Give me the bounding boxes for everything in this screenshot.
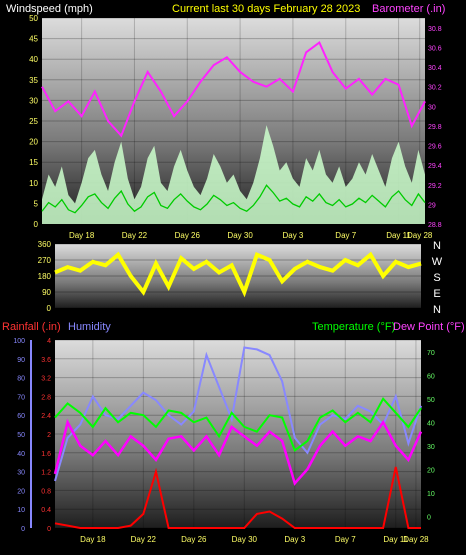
- rainfall-line: [54, 466, 421, 529]
- temperature-label: Temperature (°F): [312, 321, 395, 333]
- wind-x-tick-label: Day 28: [407, 231, 433, 240]
- wind-average-line: [41, 184, 426, 214]
- rain-tick-label: 0: [47, 526, 51, 533]
- barometer-tick-label: 30.2: [428, 85, 442, 92]
- temp-x-tick-label: Day 22: [131, 535, 157, 544]
- humidity-tick-label: 80: [17, 376, 25, 383]
- humidity-tick-label: 60: [17, 413, 25, 420]
- barometer-tick-label: 30.4: [428, 65, 442, 72]
- temperature-line: [54, 397, 422, 453]
- compass-letter: W: [432, 256, 443, 268]
- rain-tick-label: 1.2: [41, 470, 51, 477]
- compass-letter: E: [433, 288, 440, 300]
- wind-tick-label: 10: [29, 179, 38, 188]
- temperature-tick-label: 40: [427, 420, 435, 427]
- barometer-tick-label: 29: [428, 202, 436, 209]
- barometer-tick-label: 29.6: [428, 144, 442, 151]
- wind-tick-label: 35: [29, 76, 38, 85]
- temperature-tick-label: 70: [427, 350, 435, 357]
- wind-x-tick-label: Day 30: [227, 231, 253, 240]
- direction-line: [54, 251, 422, 298]
- temp-x-tick-label: Day 11: [383, 535, 408, 544]
- chart-marks: [41, 40, 426, 529]
- humidity-tick-label: 0: [21, 526, 25, 533]
- humidity-tick-label: 70: [17, 394, 25, 401]
- axis-labels: 0510152025303540455028.82929.229.429.629…: [13, 14, 442, 544]
- humidity-tick-label: 100: [13, 338, 25, 345]
- humidity-label: Humidity: [68, 321, 111, 333]
- wind-x-tick-label: Day 7: [335, 231, 356, 240]
- humidity-tick-label: 50: [17, 432, 25, 439]
- wind-tick-label: 50: [29, 14, 38, 23]
- wind-tick-label: 30: [29, 96, 38, 105]
- barometer-tick-label: 30: [428, 104, 436, 111]
- direction-tick-label: 0: [47, 304, 52, 313]
- wind-tick-label: 20: [29, 138, 38, 147]
- rain-tick-label: 2.8: [41, 394, 51, 401]
- wind-x-tick-label: Day 3: [282, 231, 303, 240]
- temperature-tick-label: 60: [427, 373, 435, 380]
- barometer-tick-label: 29.8: [428, 124, 442, 131]
- wind-x-tick-label: Day 11: [386, 231, 411, 240]
- temp-x-tick-label: Day 28: [403, 535, 429, 544]
- chart-title: Current last 30 days February 28 2023: [172, 3, 360, 15]
- rain-tick-label: 2: [47, 432, 51, 439]
- direction-tick-label: 360: [38, 240, 52, 249]
- rainfall-label: Rainfall (.in): [2, 321, 61, 333]
- rain-tick-label: 3.6: [41, 357, 51, 364]
- direction-tick-label: 180: [38, 272, 52, 281]
- rain-tick-label: 2.4: [41, 413, 51, 420]
- temperature-tick-label: 50: [427, 397, 435, 404]
- temperature-tick-label: 30: [427, 444, 435, 451]
- temp-panel: [55, 340, 421, 528]
- humidity-tick-label: 20: [17, 488, 25, 495]
- barometer-tick-label: 28.8: [428, 222, 442, 229]
- compass-letter: N: [433, 240, 441, 252]
- temp-x-tick-label: Day 3: [284, 535, 305, 544]
- dewpoint-line: [53, 418, 423, 486]
- rain-tick-label: 3.2: [41, 376, 51, 383]
- humidity-line: [54, 346, 422, 482]
- temperature-tick-label: 20: [427, 467, 435, 474]
- barometer-tick-label: 30.6: [428, 45, 442, 52]
- humidity-tick-label: 10: [17, 507, 25, 514]
- rain-tick-label: 0.4: [41, 507, 51, 514]
- barometer-line: [41, 40, 426, 138]
- direction-tick-label: 90: [42, 288, 51, 297]
- windspeed-area: [42, 125, 425, 224]
- wind-tick-label: 25: [29, 117, 38, 126]
- wind-x-tick-label: Day 22: [122, 231, 148, 240]
- temperature-tick-label: 10: [427, 491, 435, 498]
- rain-tick-label: 1.6: [41, 451, 51, 458]
- wind-tick-label: 40: [29, 55, 38, 64]
- temp-x-tick-label: Day 7: [335, 535, 356, 544]
- temp-x-tick-label: Day 18: [80, 535, 106, 544]
- wind-tick-label: 45: [29, 35, 38, 44]
- dewpoint-label: Dew Point (°F): [393, 321, 465, 333]
- wind-tick-label: 5: [34, 199, 39, 208]
- humidity-tick-label: 40: [17, 451, 25, 458]
- direction-tick-label: 270: [38, 256, 52, 265]
- wind-tick-label: 0: [34, 220, 39, 229]
- rain-tick-label: 0.8: [41, 488, 51, 495]
- humidity-tick-label: 30: [17, 470, 25, 477]
- barometer-label: Barometer (.in): [372, 3, 445, 15]
- windspeed-label: Windspeed (mph): [6, 3, 93, 15]
- temp-x-tick-label: Day 30: [232, 535, 258, 544]
- humidity-tick-label: 90: [17, 357, 25, 364]
- temperature-tick-label: 0: [427, 514, 431, 521]
- compass-letter: N: [433, 304, 441, 316]
- wind-tick-label: 15: [29, 158, 38, 167]
- barometer-tick-label: 29.2: [428, 183, 442, 190]
- wind-x-tick-label: Day 18: [69, 231, 95, 240]
- temp-x-tick-label: Day 26: [181, 535, 207, 544]
- barometer-tick-label: 29.4: [428, 163, 442, 170]
- barometer-tick-label: 30.8: [428, 26, 442, 33]
- wind-x-tick-label: Day 26: [175, 231, 201, 240]
- rain-tick-label: 4: [47, 338, 51, 345]
- compass-letter: S: [433, 272, 440, 284]
